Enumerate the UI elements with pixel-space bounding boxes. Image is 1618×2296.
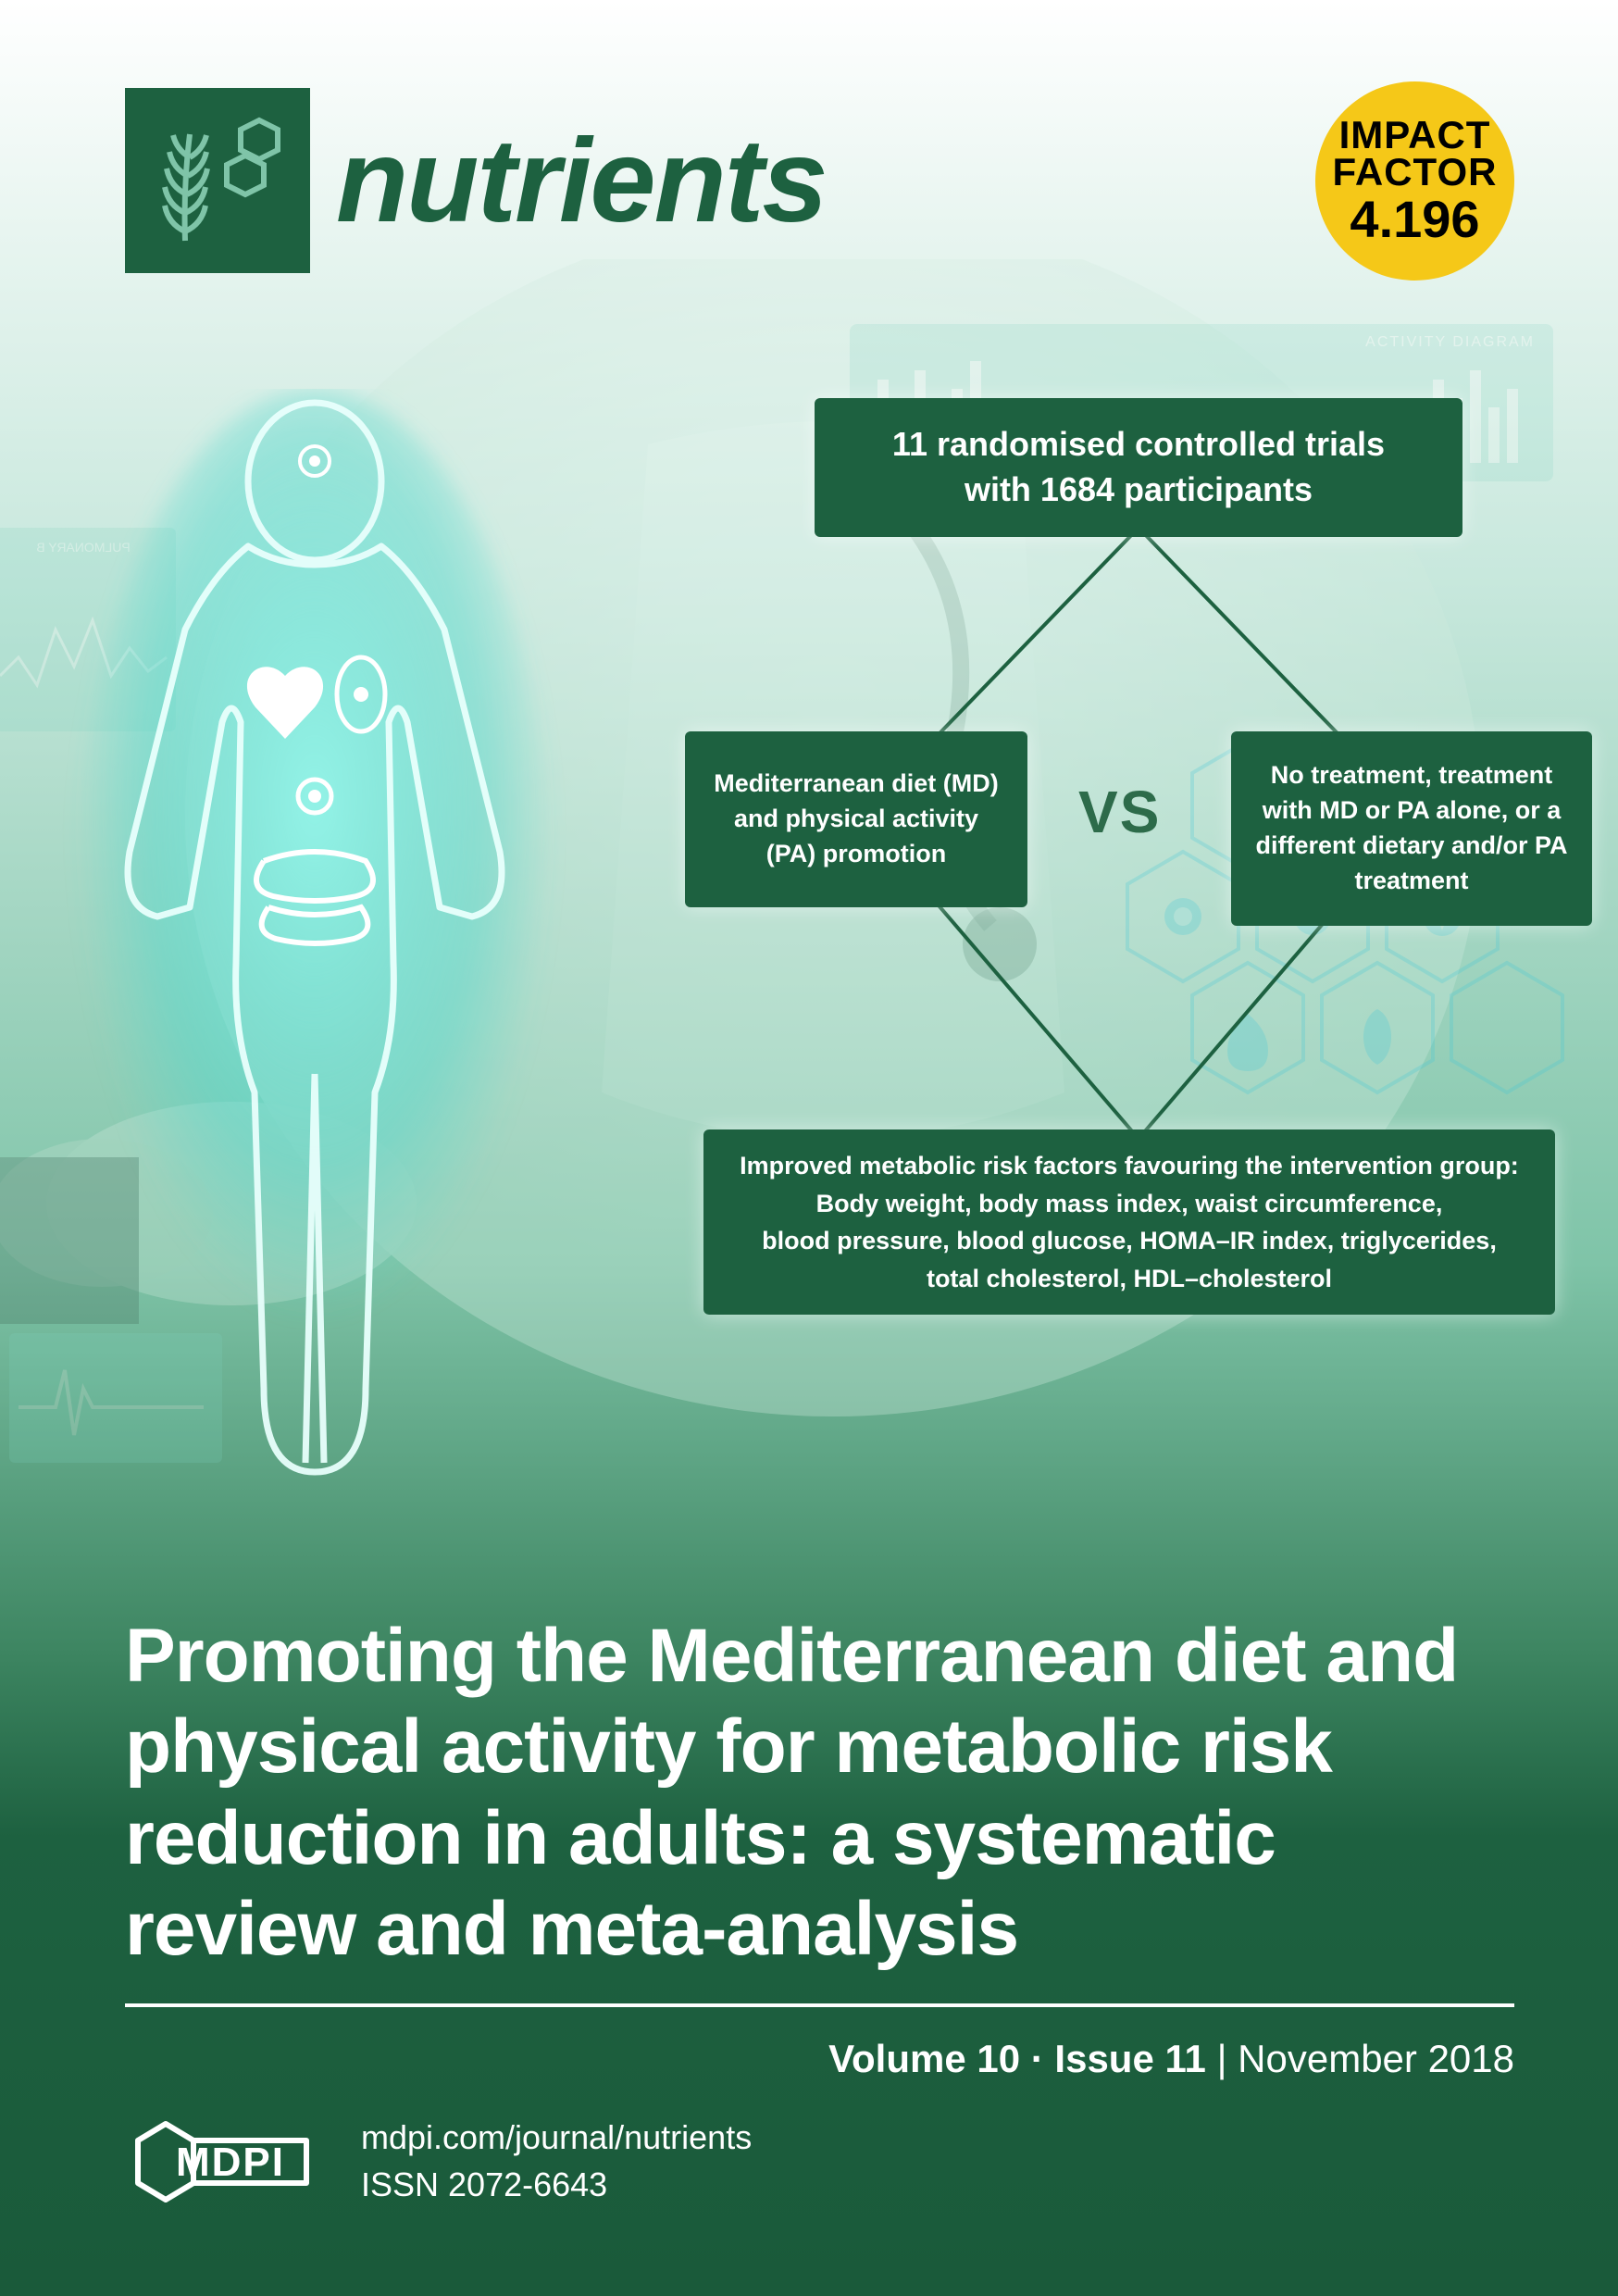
diagram-top-line2: with 1684 participants (965, 468, 1313, 513)
publisher-issn: ISSN 2072-6643 (361, 2162, 752, 2208)
mdpi-logo: MDPI (125, 2115, 319, 2208)
issue-date: November 2018 (1238, 2037, 1514, 2080)
vs-label: VS (1078, 778, 1161, 846)
impact-label-1: IMPACT (1339, 117, 1491, 154)
issue-label: Issue 11 (1054, 2037, 1205, 2080)
publisher-url: mdpi.com/journal/nutrients (361, 2115, 752, 2161)
volume-label: Volume 10 (828, 2037, 1020, 2080)
impact-value: 4.196 (1350, 193, 1479, 245)
study-flow-diagram: 11 randomised controlled trials with 168… (768, 324, 1527, 1454)
diagram-bottom-box: Improved metabolic risk factors favourin… (703, 1129, 1555, 1315)
svg-text:MDPI: MDPI (176, 2140, 285, 2185)
diagram-right-box: No treatment, treatment with MD or PA al… (1231, 731, 1592, 926)
diagram-left-box: Mediterranean diet (MD) and physical act… (685, 731, 1027, 907)
journal-cover: ACTIVITY DIAGRAM PULMONARY B (0, 0, 1618, 2296)
impact-factor-badge: IMPACT FACTOR 4.196 (1315, 81, 1514, 281)
svg-text:PULMONARY B: PULMONARY B (36, 540, 130, 555)
publisher-text: mdpi.com/journal/nutrients ISSN 2072-664… (361, 2115, 752, 2208)
diagram-bottom-line2: Body weight, body mass index, waist circ… (816, 1185, 1443, 1223)
nutrients-logo-icon (125, 88, 310, 273)
impact-label-2: FACTOR (1333, 154, 1498, 191)
diagram-bottom-line4: total cholesterol, HDL–cholesterol (927, 1260, 1332, 1298)
diagram-bottom-line1: Improved metabolic risk factors favourin… (740, 1147, 1519, 1185)
article-title: Promoting the Mediterranean diet and phy… (125, 1611, 1493, 1976)
journal-name: nutrients (336, 113, 827, 249)
pulmonary-panel: PULMONARY B (0, 528, 176, 731)
title-divider (125, 2003, 1514, 2007)
journal-logo-block: nutrients (125, 88, 827, 273)
wheat-molecule-icon (139, 102, 296, 259)
diagram-bottom-line3: blood pressure, blood glucose, HOMA–IR i… (762, 1222, 1497, 1260)
issue-info: Volume 10 · Issue 11 | November 2018 (828, 2037, 1514, 2081)
diagram-top-box: 11 randomised controlled trials with 168… (815, 398, 1462, 537)
diagram-top-line1: 11 randomised controlled trials (892, 422, 1385, 468)
ecg-panel (9, 1333, 222, 1463)
publisher-block: MDPI mdpi.com/journal/nutrients ISSN 207… (125, 2115, 752, 2208)
